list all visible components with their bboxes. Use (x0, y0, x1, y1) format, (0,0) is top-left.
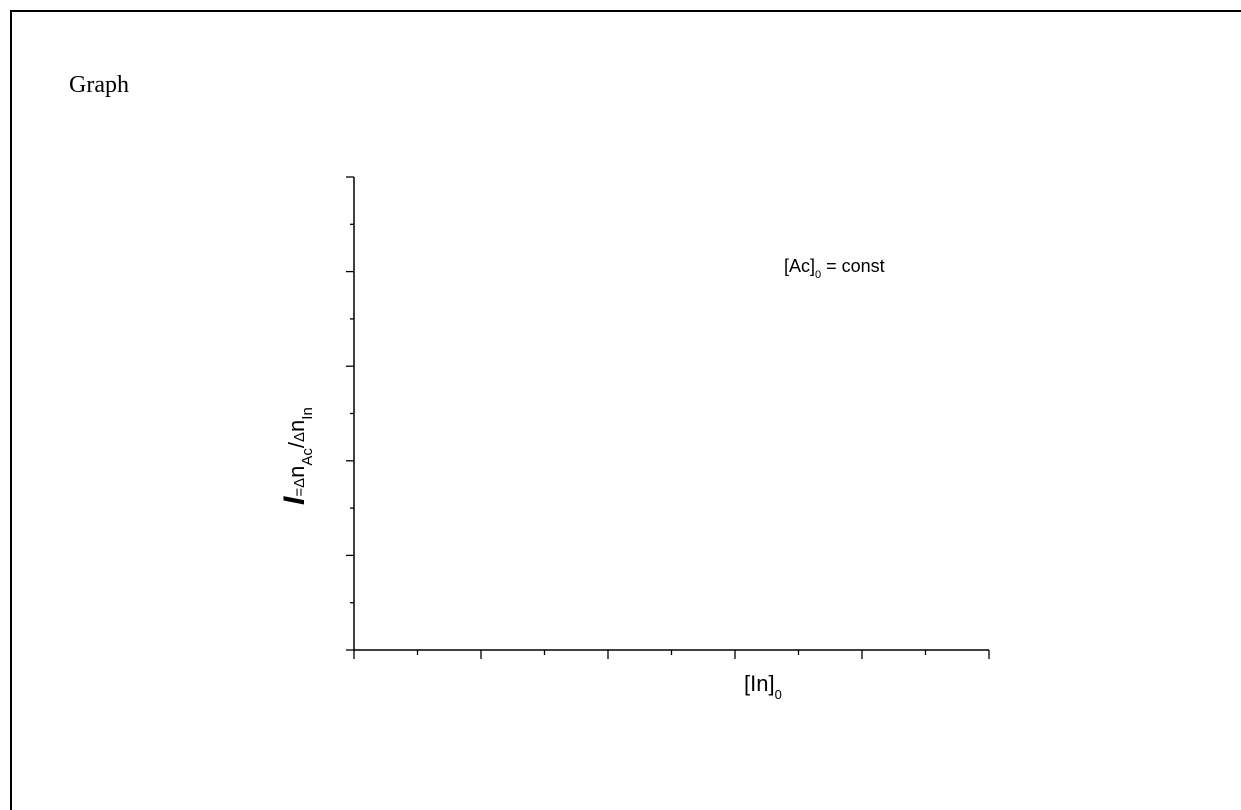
y-axis-label: I=ΔnAc/ΔnIn (278, 407, 316, 505)
y-label-eq: = (291, 488, 308, 497)
y-label-slash: / (284, 441, 309, 448)
annotation-sub: 0 (815, 269, 821, 281)
annotation-text: [Ac]0 = const (784, 256, 885, 281)
y-ticks-group (346, 176, 354, 651)
y-label-n2: n (284, 420, 309, 432)
x-axis-label-main: [In] (744, 671, 775, 696)
page-label: Graph (69, 72, 129, 98)
axes-group (353, 177, 989, 651)
y-label-sub1: Ac (299, 448, 316, 466)
page-frame (10, 10, 1241, 810)
y-label-n1: n (284, 466, 309, 478)
x-ticks-group (353, 650, 990, 659)
x-axis-label-sub: 0 (775, 687, 782, 702)
y-label-italic: I (278, 496, 311, 505)
annotation-rest: = const (821, 256, 885, 276)
y-label-delta1: Δ (291, 478, 308, 488)
x-axis-label: [In]0 (744, 671, 782, 702)
y-label-sub2: In (299, 407, 316, 420)
annotation-main: [Ac] (784, 256, 815, 276)
y-label-delta2: Δ (291, 432, 308, 442)
